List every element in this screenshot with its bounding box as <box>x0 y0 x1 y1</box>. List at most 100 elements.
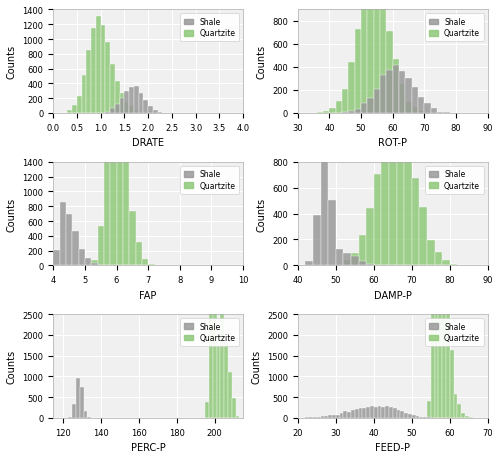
Bar <box>374 407 378 418</box>
Bar <box>385 406 389 418</box>
Bar <box>358 262 366 266</box>
Bar <box>427 241 434 266</box>
Bar <box>116 95 123 266</box>
Bar <box>400 411 404 418</box>
Bar <box>446 227 450 418</box>
Bar <box>399 72 406 114</box>
Bar <box>386 32 393 114</box>
Bar <box>66 214 72 266</box>
Bar <box>412 415 416 418</box>
Bar <box>344 260 351 266</box>
Bar <box>72 404 76 418</box>
Bar <box>138 113 143 114</box>
Bar <box>84 411 87 418</box>
Bar <box>434 144 438 418</box>
Bar <box>342 90 348 114</box>
Bar <box>306 261 313 266</box>
Bar <box>444 112 450 114</box>
Bar <box>115 105 119 114</box>
Bar <box>77 96 82 114</box>
Bar <box>129 107 134 114</box>
Bar <box>158 113 162 114</box>
Bar <box>368 99 374 114</box>
Bar <box>91 29 96 114</box>
Bar <box>328 265 336 266</box>
X-axis label: FAP: FAP <box>140 290 157 300</box>
Bar <box>153 111 158 114</box>
Bar <box>461 413 465 418</box>
Bar <box>60 202 66 266</box>
Bar <box>408 414 412 418</box>
Bar <box>148 264 154 266</box>
Bar <box>393 60 399 114</box>
Bar <box>98 227 104 266</box>
Bar <box>427 417 431 418</box>
Bar <box>355 110 361 114</box>
Bar <box>355 29 361 114</box>
Bar <box>76 379 80 418</box>
Bar <box>389 128 396 266</box>
Bar <box>317 417 320 418</box>
Bar <box>396 128 404 266</box>
Bar <box>434 253 442 266</box>
Bar <box>134 87 138 114</box>
Bar <box>129 88 134 114</box>
Bar <box>348 112 355 114</box>
Bar <box>328 415 332 418</box>
Bar <box>134 112 138 114</box>
Bar <box>209 269 213 418</box>
Bar <box>382 407 385 418</box>
Bar <box>110 109 115 114</box>
Bar <box>344 411 347 418</box>
Legend: Shale, Quartzite: Shale, Quartzite <box>180 319 240 346</box>
Bar <box>378 406 382 418</box>
Bar <box>374 174 382 266</box>
Bar <box>120 94 124 114</box>
Bar <box>393 409 396 418</box>
Y-axis label: Counts: Counts <box>7 45 17 79</box>
Bar <box>317 113 323 114</box>
Bar <box>450 350 454 418</box>
Bar <box>216 345 220 418</box>
Bar <box>404 413 408 418</box>
Bar <box>213 263 216 418</box>
Bar <box>418 98 424 114</box>
Bar <box>418 112 424 114</box>
Bar <box>438 233 442 418</box>
Bar <box>78 249 85 266</box>
Bar <box>129 212 136 266</box>
Bar <box>362 408 366 418</box>
Bar <box>406 79 412 114</box>
Bar <box>136 242 142 266</box>
Bar <box>85 258 91 266</box>
Bar <box>374 90 380 114</box>
Bar <box>374 0 380 114</box>
Bar <box>336 265 344 266</box>
Bar <box>323 111 330 114</box>
Bar <box>104 159 110 266</box>
Bar <box>386 71 393 114</box>
Bar <box>458 404 461 418</box>
Bar <box>370 407 374 418</box>
Bar <box>224 341 228 418</box>
Bar <box>358 235 366 266</box>
Legend: Shale, Quartzite: Shale, Quartzite <box>425 14 484 42</box>
Bar <box>220 293 224 418</box>
Bar <box>380 0 386 114</box>
Bar <box>347 412 351 418</box>
Bar <box>361 0 368 114</box>
Bar <box>53 251 60 266</box>
Bar <box>351 253 358 266</box>
Bar <box>412 179 420 266</box>
Bar <box>396 409 400 418</box>
Bar <box>324 416 328 418</box>
Bar <box>424 104 431 114</box>
Bar <box>454 394 458 418</box>
Bar <box>450 264 458 266</box>
Bar <box>366 265 374 266</box>
Bar <box>412 87 418 114</box>
Y-axis label: Counts: Counts <box>252 349 262 383</box>
Bar <box>351 257 358 266</box>
Bar <box>320 145 328 266</box>
Bar <box>313 417 317 418</box>
